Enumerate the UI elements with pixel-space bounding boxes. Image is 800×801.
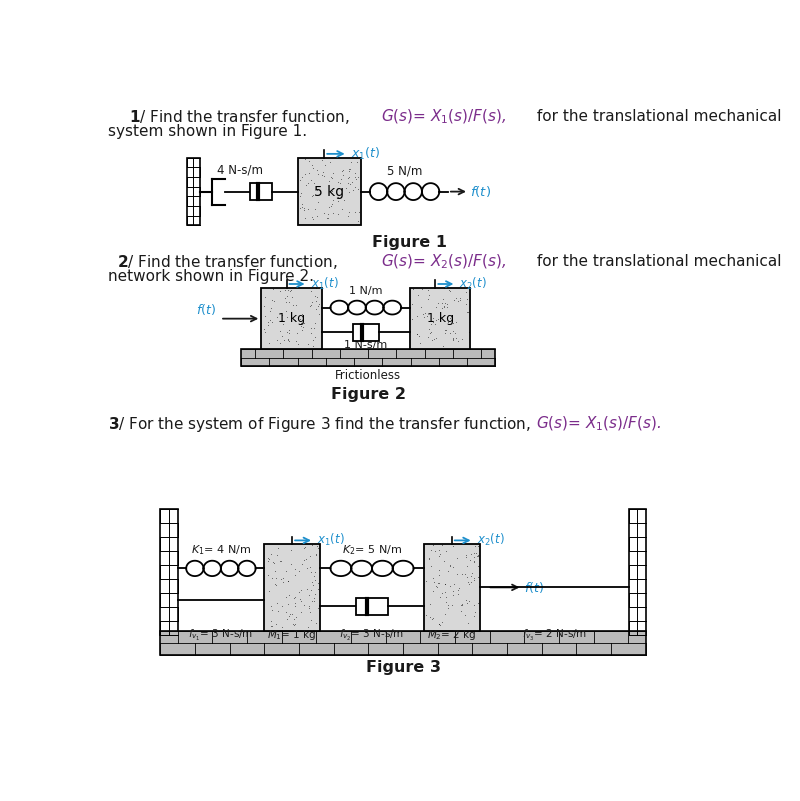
Text: network shown in Figure 2.: network shown in Figure 2.: [108, 269, 314, 284]
Text: for the translational mechanical: for the translational mechanical: [533, 254, 782, 269]
Text: $f_{v_1}$= 3 N-s/m: $f_{v_1}$= 3 N-s/m: [188, 628, 254, 643]
Text: 1 kg: 1 kg: [426, 312, 454, 325]
Text: $\mathbf{1}$/ Find the transfer function,: $\mathbf{1}$/ Find the transfer function…: [130, 108, 350, 126]
Bar: [161, 509, 178, 635]
Bar: [187, 158, 200, 225]
Text: 1 kg: 1 kg: [278, 312, 305, 325]
Bar: [262, 288, 322, 349]
Text: $x_1(t)$: $x_1(t)$: [310, 276, 338, 292]
Text: for the translational mechanical: for the translational mechanical: [533, 110, 782, 124]
Text: $x_1(t)$: $x_1(t)$: [317, 533, 345, 549]
Text: Figure 2: Figure 2: [330, 387, 406, 402]
Text: $\mathbf{3}$/ For the system of Figure 3 find the transfer function,: $\mathbf{3}$/ For the system of Figure 3…: [108, 415, 530, 433]
Text: $x_1(t)$: $x_1(t)$: [350, 146, 380, 162]
Text: $f(t)$: $f(t)$: [524, 580, 544, 595]
Text: Frictionless: Frictionless: [335, 368, 402, 382]
Text: $K_2$= 5 N/m: $K_2$= 5 N/m: [342, 543, 402, 557]
Text: Figure 1: Figure 1: [373, 235, 447, 250]
Bar: [250, 183, 272, 200]
Bar: [161, 630, 646, 655]
Bar: [410, 288, 470, 349]
Bar: [298, 158, 361, 225]
Text: $M_2$= 2 kg: $M_2$= 2 kg: [427, 628, 477, 642]
Text: $f_{v_2}$= 3 N-s/m: $f_{v_2}$= 3 N-s/m: [339, 628, 405, 643]
Text: $K_1$= 4 N/m: $K_1$= 4 N/m: [191, 543, 251, 557]
Bar: [629, 509, 646, 635]
Text: 4 N-s/m: 4 N-s/m: [218, 164, 263, 177]
Text: system shown in Figure 1.: system shown in Figure 1.: [108, 124, 307, 139]
Bar: [353, 324, 379, 340]
Text: Figure 3: Figure 3: [366, 660, 441, 675]
Bar: [241, 349, 495, 366]
Text: $f(t)$: $f(t)$: [196, 302, 216, 317]
Bar: [424, 544, 480, 630]
Text: $\mathbf{2}$/ Find the transfer function,: $\mathbf{2}$/ Find the transfer function…: [117, 252, 338, 271]
Text: $G(s)$= $X_2(s)/F(s)$,: $G(s)$= $X_2(s)/F(s)$,: [381, 252, 506, 271]
Text: 5 N/m: 5 N/m: [387, 165, 422, 178]
Bar: [264, 544, 320, 630]
Bar: [357, 598, 388, 615]
Text: 1 N/m: 1 N/m: [349, 286, 382, 296]
Text: $G(s)$= $X_1(s)/F(s)$,: $G(s)$= $X_1(s)/F(s)$,: [381, 107, 506, 126]
Text: 1 N-s/m: 1 N-s/m: [344, 340, 387, 349]
Text: $M_1$= 1 kg: $M_1$= 1 kg: [267, 628, 317, 642]
Text: $f_{v_3}$= 2 N-s/m: $f_{v_3}$= 2 N-s/m: [522, 628, 586, 643]
Text: $x_2(t)$: $x_2(t)$: [459, 276, 487, 292]
Text: $x_2(t)$: $x_2(t)$: [477, 533, 504, 549]
Text: $f(t)$: $f(t)$: [470, 184, 491, 199]
Text: 5 kg: 5 kg: [314, 184, 345, 199]
Text: $G(s)$= $X_1(s)/F(s)$.: $G(s)$= $X_1(s)/F(s)$.: [535, 415, 661, 433]
